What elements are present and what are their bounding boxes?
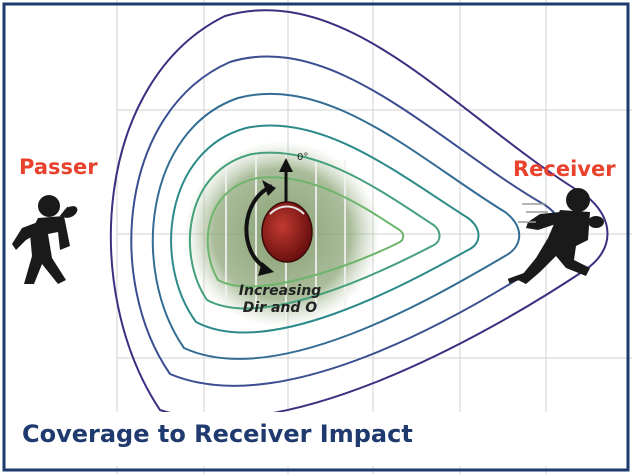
contour-3 <box>151 92 521 360</box>
running-receiver-silhouette-icon <box>507 188 604 284</box>
receiver-label: Receiver <box>513 157 616 181</box>
quarterback-silhouette-icon <box>12 195 78 284</box>
background-grid <box>116 0 632 474</box>
passer-label: Passer <box>19 155 98 179</box>
note-line-1: Increasing <box>238 283 322 299</box>
motion-lines <box>518 203 548 223</box>
contour-4 <box>170 124 480 334</box>
zero-degree-arrowhead <box>279 158 293 172</box>
contour-1 <box>109 9 609 420</box>
caption-strip <box>8 412 624 466</box>
diagram-caption: Coverage to Receiver Impact <box>22 420 413 448</box>
contour-6 <box>206 176 405 288</box>
rotation-arrowtail <box>258 262 274 276</box>
rotation-arrow-icon <box>244 184 273 270</box>
note-line-2: Dir and O <box>242 300 318 316</box>
contour-2 <box>130 55 565 387</box>
zero-degree-label: 0° <box>297 152 309 163</box>
contour-lines <box>109 9 609 420</box>
rotation-arrowhead <box>262 180 276 196</box>
football-icon <box>261 201 313 263</box>
contour-5 <box>189 151 441 310</box>
